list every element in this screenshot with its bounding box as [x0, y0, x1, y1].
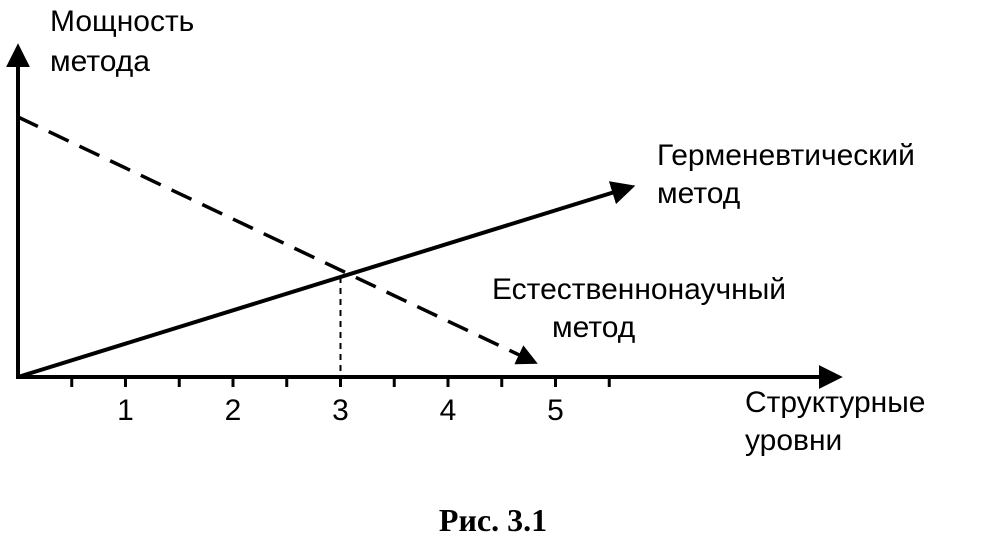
- y-axis-label-line2: метода: [50, 45, 150, 78]
- x-axis-label-line2: уровни: [745, 424, 843, 457]
- x-tick-label-5: 5: [547, 394, 564, 427]
- series-label-natural-line2: метод: [552, 311, 636, 344]
- x-axis-ticks: [70, 377, 611, 387]
- series-line-natural: [17, 115, 538, 365]
- x-tick-label-2: 2: [225, 394, 242, 427]
- y-axis-label-line1: Мощность: [50, 5, 195, 38]
- x-tick-label-1: 1: [117, 394, 134, 427]
- series-label-natural-line1: Естественнонаучный: [492, 273, 787, 306]
- series-label-hermeneutic-line1: Герменевтический: [657, 139, 915, 172]
- figure-caption: Рис. 3.1: [438, 502, 548, 538]
- series-layer: [17, 115, 636, 379]
- series-line-hermeneutic: [17, 181, 636, 379]
- x-tick-label-3: 3: [332, 394, 349, 427]
- x-tick-label-4: 4: [440, 394, 457, 427]
- x-tick-labels: 1 2 3 4 5: [117, 394, 564, 427]
- series-label-hermeneutic-line2: метод: [657, 177, 741, 210]
- x-axis-label-line1: Структурные: [745, 386, 926, 419]
